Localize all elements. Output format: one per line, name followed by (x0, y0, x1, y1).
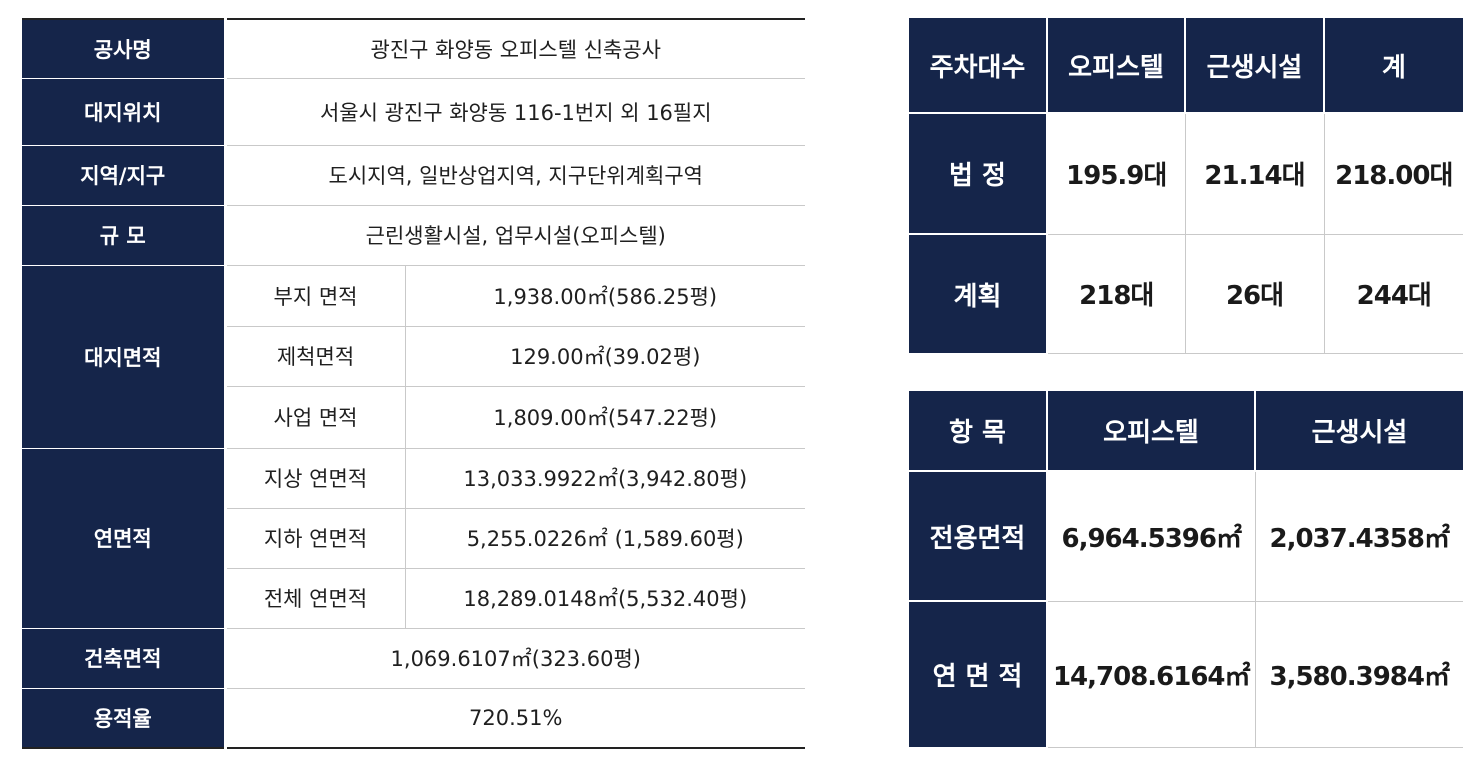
parking-plan-officetel: 218대 (1047, 234, 1186, 354)
value-underground-area: 5,255.0226㎡ (1,589.60평) (405, 508, 806, 569)
row-site-area-2: 제척면적 129.00㎡(39.02평) (22, 326, 806, 387)
row-far: 용적율 720.51% (22, 688, 805, 748)
label-building-area: 건축면적 (22, 628, 227, 689)
area-exclusive-neighborhood: 2,037.4358㎡ (1255, 471, 1463, 602)
parking-plan-neighborhood: 26대 (1185, 234, 1325, 354)
value-building-area: 1,069.6107㎡(323.60평) (225, 628, 806, 689)
label-far: 용적율 (22, 688, 227, 748)
parking-table: 주차대수 오피스텔 근생시설 계 법 정 195.9대 21.14대 218.0… (909, 18, 1463, 354)
area-floor-officetel: 14,708.6164㎡ (1047, 601, 1256, 748)
row-scale: 규 모 근린생활시설, 업무시설(오피스텔) (22, 205, 806, 266)
area-header-label: 항 목 (909, 391, 1048, 472)
label-project-name: 공사명 (22, 19, 227, 79)
project-spec-table: 공사명 광진구 화양동 오피스텔 신축공사 대지위치 서울시 광진구 화양동 1… (22, 18, 806, 749)
row-zone: 지역/지구 도시지역, 일반상업지역, 지구단위계획구역 (22, 145, 806, 206)
area-header-officetel: 오피스텔 (1047, 391, 1256, 472)
parking-header-neighborhood: 근생시설 (1185, 18, 1325, 114)
area-header-neighborhood: 근생시설 (1255, 391, 1463, 472)
parking-legal-officetel: 195.9대 (1047, 113, 1186, 235)
parking-header-row: 주차대수 오피스텔 근생시설 계 (909, 18, 1463, 114)
value-zone: 도시지역, 일반상업지역, 지구단위계획구역 (225, 145, 806, 206)
parking-header-label: 주차대수 (909, 18, 1048, 114)
label-zone: 지역/지구 (22, 145, 227, 206)
row-site-area-1: 대지면적 부지 면적 1,938.00㎡(586.25평) (22, 265, 806, 449)
parking-legal-total: 218.00대 (1324, 113, 1463, 235)
parking-row-plan: 계획 218대 26대 244대 (909, 234, 1463, 354)
sublabel-excluded-area: 제척면적 (225, 326, 406, 387)
sublabel-business-area: 사업 면적 (225, 386, 406, 449)
sublabel-site-area: 부지 면적 (225, 265, 406, 327)
value-business-area: 1,809.00㎡(547.22평) (405, 386, 806, 449)
label-site-area: 대지면적 (22, 265, 227, 449)
row-location: 대지위치 서울시 광진구 화양동 116-1번지 외 16필지 (22, 78, 806, 146)
row-project-name: 공사명 광진구 화양동 오피스텔 신축공사 (22, 19, 806, 79)
value-above-ground-area: 13,033.9922㎡(3,942.80평) (405, 448, 806, 509)
area-row-exclusive: 전용면적 6,964.5396㎡ 2,037.4358㎡ (909, 471, 1463, 602)
parking-label-legal: 법 정 (909, 113, 1048, 235)
value-far: 720.51% (469, 705, 563, 730)
area-header-row: 항 목 오피스텔 근생시설 (909, 391, 1463, 472)
parking-legal-neighborhood: 21.14대 (1185, 113, 1325, 235)
area-floor-neighborhood: 3,580.3984㎡ (1255, 601, 1463, 748)
value-location: 서울시 광진구 화양동 116-1번지 외 16필지 (225, 78, 806, 146)
parking-header-officetel: 오피스텔 (1047, 18, 1186, 114)
parking-label-plan: 계획 (909, 234, 1048, 353)
parking-row-legal: 법 정 195.9대 21.14대 218.00대 (909, 113, 1463, 235)
area-table: 항 목 오피스텔 근생시설 전용면적 6,964.5396㎡ 2,037.435… (909, 391, 1463, 748)
value-site-area: 1,938.00㎡(586.25평) (405, 265, 806, 327)
label-floor-area: 연면적 (22, 448, 227, 629)
value-excluded-area: 129.00㎡(39.02평) (405, 326, 806, 387)
sublabel-above-ground-area: 지상 연면적 (225, 448, 406, 509)
parking-plan-total: 244대 (1324, 234, 1463, 354)
row-site-area-3: 사업 면적 1,809.00㎡(547.22평) (22, 386, 806, 449)
label-location: 대지위치 (22, 78, 227, 146)
label-scale: 규 모 (22, 205, 227, 266)
area-exclusive-officetel: 6,964.5396㎡ (1047, 471, 1256, 602)
area-label-exclusive: 전용면적 (909, 471, 1048, 602)
row-floor-area-1: 연면적 지상 연면적 13,033.9922㎡(3,942.80평) (22, 448, 806, 629)
area-label-floor: 연 면 적 (909, 601, 1048, 747)
sublabel-underground-area: 지하 연면적 (225, 508, 406, 569)
row-building-area: 건축면적 1,069.6107㎡(323.60평) (22, 628, 806, 689)
area-row-floor: 연 면 적 14,708.6164㎡ 3,580.3984㎡ (909, 601, 1463, 748)
row-floor-area-2: 지하 연면적 5,255.0226㎡ (1,589.60평) (22, 508, 806, 569)
value-total-floor-area: 18,289.0148㎡(5,532.40평) (405, 568, 806, 629)
value-project-name: 광진구 화양동 오피스텔 신축공사 (225, 19, 806, 79)
row-floor-area-3: 전체 연면적 18,289.0148㎡(5,532.40평) (22, 568, 806, 629)
value-scale: 근린생활시설, 업무시설(오피스텔) (225, 205, 806, 266)
sublabel-total-floor-area: 전체 연면적 (225, 568, 406, 629)
parking-header-total: 계 (1324, 18, 1463, 114)
